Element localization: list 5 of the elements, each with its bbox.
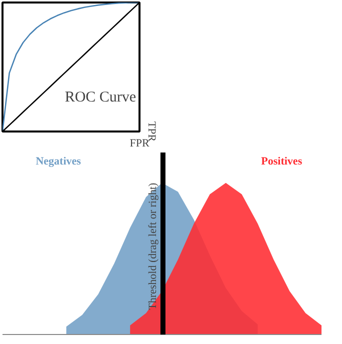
annotation: Threshold (drag left or right) (146, 182, 159, 310)
annotation: ROC Curve (64, 90, 136, 106)
text: Negatives (36, 156, 82, 168)
text: Positives (261, 156, 303, 168)
x-axis-title: FPR (130, 138, 150, 150)
